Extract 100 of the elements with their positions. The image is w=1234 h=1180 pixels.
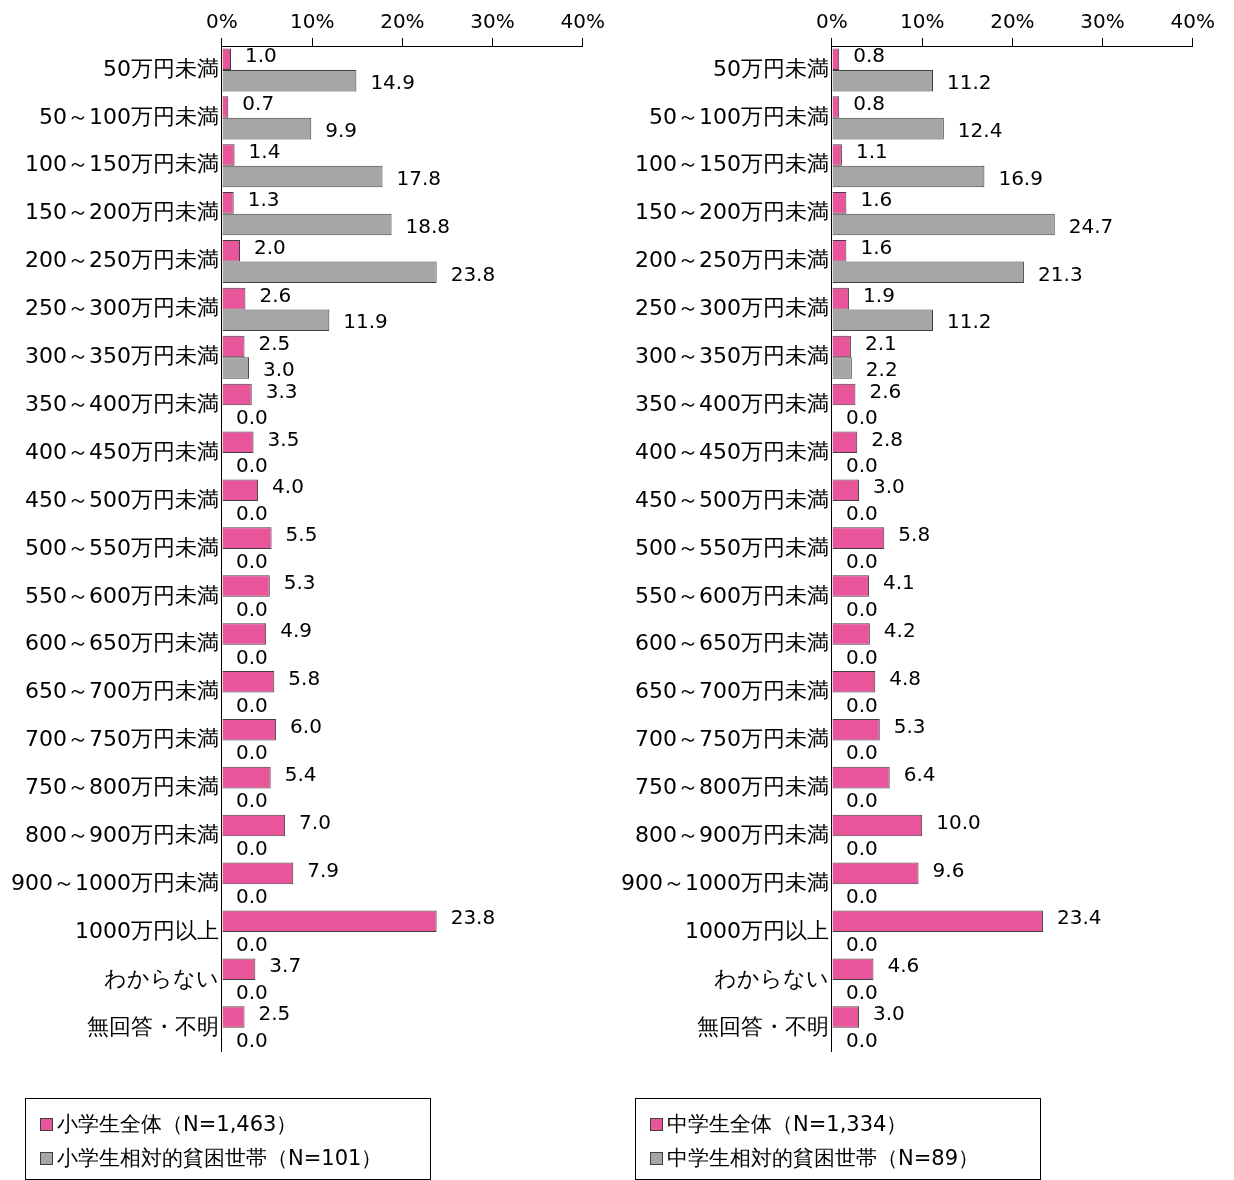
data-label: 2.0 xyxy=(254,234,286,259)
y-tick-label: 650～700万円未満 xyxy=(25,678,219,704)
data-label: 11.2 xyxy=(947,309,992,334)
data-label: 6.0 xyxy=(290,713,322,738)
data-label: 3.7 xyxy=(269,953,302,978)
x-tick-label: 20% xyxy=(990,9,1035,34)
data-label: 1.9 xyxy=(863,282,895,307)
x-tick-label: 0% xyxy=(816,9,848,34)
y-tick-label: わからない xyxy=(103,965,219,991)
y-tick-label: 50万円未満 xyxy=(102,55,219,81)
x-tick-label: 30% xyxy=(1080,9,1125,34)
data-label: 5.8 xyxy=(288,666,321,691)
data-label: 0.8 xyxy=(853,43,886,68)
data-label: 1.6 xyxy=(860,234,893,259)
data-label: 9.9 xyxy=(325,117,358,142)
data-label: 4.8 xyxy=(889,666,922,691)
data-label: 5.3 xyxy=(283,570,316,595)
data-label: 23.8 xyxy=(450,261,496,286)
data-label: 0.0 xyxy=(845,1027,878,1052)
y-tick-label: 250～300万円未満 xyxy=(25,295,219,321)
x-tick-label: 40% xyxy=(1170,9,1215,34)
data-label: 0.0 xyxy=(845,692,878,717)
data-label: 4.2 xyxy=(883,618,916,643)
y-tick-label: 無回答・不明 xyxy=(696,1013,829,1039)
legend-label: 中学生相対的貧困世帯（N=89） xyxy=(667,1145,980,1172)
y-tick-label: 200～250万円未満 xyxy=(635,247,829,273)
y-tick-label: 800～900万円未満 xyxy=(25,821,219,847)
data-label: 4.6 xyxy=(887,953,920,978)
data-label: 11.2 xyxy=(947,69,992,94)
data-label: 5.5 xyxy=(285,522,318,547)
y-tick-label: 450～500万円未満 xyxy=(635,486,829,512)
data-label: 0.0 xyxy=(845,932,878,957)
y-tick-label: 1000万円以上 xyxy=(74,917,219,943)
legend-label: 中学生全体（N=1,334） xyxy=(667,1111,908,1138)
data-label: 0.0 xyxy=(235,932,268,957)
data-label: 1.6 xyxy=(860,187,893,212)
data-label: 4.9 xyxy=(280,618,312,643)
y-tick-label: 400～450万円未満 xyxy=(635,438,829,464)
data-label: 11.9 xyxy=(343,309,388,334)
data-label: 0.0 xyxy=(845,788,878,813)
data-label: 0.0 xyxy=(845,644,878,669)
y-tick-label: 700～750万円未満 xyxy=(635,726,829,752)
data-label: 0.0 xyxy=(235,692,268,717)
y-tick-label: 350～400万円未満 xyxy=(635,390,829,416)
data-label: 5.4 xyxy=(284,761,317,786)
data-label: 0.0 xyxy=(235,740,268,765)
data-label: 0.0 xyxy=(235,1027,268,1052)
data-label: 10.0 xyxy=(936,809,981,834)
data-label: 0.0 xyxy=(235,836,268,861)
data-label: 0.0 xyxy=(235,596,268,621)
data-label: 0.0 xyxy=(235,548,268,573)
y-tick-label: 150～200万円未満 xyxy=(25,199,219,225)
legend-label: 小学生全体（N=1,463） xyxy=(57,1111,298,1138)
data-label: 0.0 xyxy=(845,836,878,861)
y-tick-label: 200～250万円未満 xyxy=(25,247,219,273)
data-label: 1.4 xyxy=(248,139,281,164)
y-tick-label: 600～650万円未満 xyxy=(25,630,219,656)
y-tick-label: 800～900万円未満 xyxy=(635,821,829,847)
y-tick-label: 250～300万円未満 xyxy=(635,295,829,321)
data-label: 0.0 xyxy=(845,500,878,525)
data-label: 17.8 xyxy=(396,165,442,190)
data-label: 5.3 xyxy=(893,713,926,738)
x-tick-label: 40% xyxy=(560,9,605,34)
data-label: 24.7 xyxy=(1068,213,1114,238)
data-label: 3.5 xyxy=(267,426,300,451)
data-label: 0.8 xyxy=(853,91,886,116)
data-label: 7.9 xyxy=(307,857,340,882)
x-tick-label: 10% xyxy=(899,9,945,34)
data-label: 4.1 xyxy=(882,570,915,595)
y-tick-label: 500～550万円未満 xyxy=(635,534,829,560)
y-tick-label: 350～400万円未満 xyxy=(25,390,219,416)
y-tick-label: 300～350万円未満 xyxy=(635,343,829,369)
data-label: 6.4 xyxy=(903,761,936,786)
data-label: 4.0 xyxy=(272,474,304,499)
data-label: 1.1 xyxy=(855,139,888,164)
y-tick-label: 500～550万円未満 xyxy=(25,534,219,560)
y-tick-label: 750～800万円未満 xyxy=(635,774,829,800)
y-tick-label: 400～450万円未満 xyxy=(25,438,219,464)
data-label: 0.0 xyxy=(845,884,878,909)
y-tick-label: 50～100万円未満 xyxy=(38,103,219,129)
data-label: 0.0 xyxy=(235,979,268,1004)
data-label: 14.9 xyxy=(370,69,415,94)
data-label: 0.0 xyxy=(235,453,268,478)
data-label: 2.5 xyxy=(258,1001,291,1026)
data-label: 21.3 xyxy=(1038,261,1083,286)
data-label: 0.0 xyxy=(235,500,268,525)
data-label: 0.0 xyxy=(845,596,878,621)
data-label: 0.0 xyxy=(845,548,878,573)
data-label: 9.6 xyxy=(932,857,965,882)
y-tick-label: 100～150万円未満 xyxy=(25,151,219,177)
data-label: 0.0 xyxy=(235,644,268,669)
y-tick-label: 1000万円以上 xyxy=(684,917,829,943)
data-label: 18.8 xyxy=(405,213,451,238)
data-label: 0.0 xyxy=(845,979,878,1004)
data-label: 12.4 xyxy=(957,117,1003,142)
data-label: 1.3 xyxy=(247,187,280,212)
y-tick-label: 150～200万円未満 xyxy=(635,199,829,225)
data-label: 0.7 xyxy=(242,91,275,116)
data-label: 3.0 xyxy=(873,1001,905,1026)
x-tick-label: 20% xyxy=(380,9,425,34)
